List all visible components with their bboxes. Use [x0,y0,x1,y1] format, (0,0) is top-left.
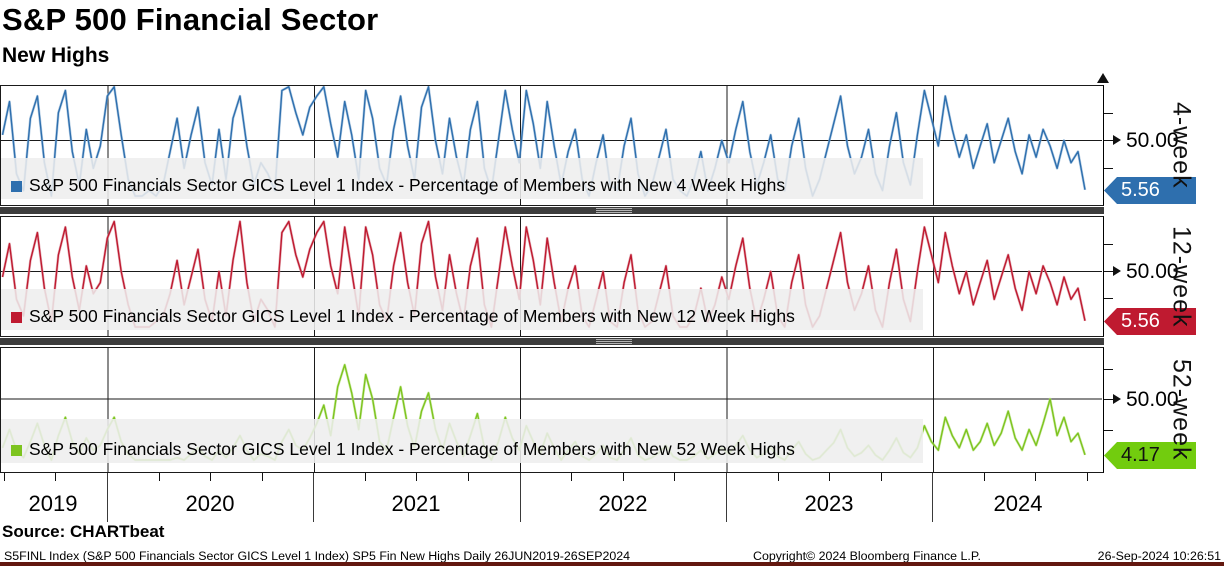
x-axis-tick [158,473,160,481]
y-axis-tick [1104,369,1113,370]
x-axis-year-gridline [313,473,315,522]
x-axis-tick [1035,473,1037,481]
y-axis-label: 50.00 [1126,388,1179,411]
last-value-badge-4week: 5.56 [1104,177,1196,204]
last-value-badge-12week: 5.56 [1104,308,1196,335]
x-axis-year-label: 2023 [804,491,854,516]
x-axis-tick [364,473,366,481]
x-axis-tick [3,473,5,481]
legend-label: S&P 500 Financials Sector GICS Level 1 I… [29,439,795,459]
y-axis-tick [1104,430,1113,431]
y-axis-arrow-icon [1097,73,1109,83]
footer-copyright: Copyright© 2024 Bloomberg Finance L.P. [753,549,981,563]
chart-panel-4week: S&P 500 Financials Sector GICS Level 1 I… [0,85,1104,206]
legend-12week[interactable]: S&P 500 Financials Sector GICS Level 1 I… [1,289,923,330]
x-axis-tick [983,473,985,481]
x-axis-tick [880,473,882,481]
x-axis-year-gridline [519,473,521,522]
page-subtitle: New Highs [2,44,110,67]
y-axis-tick [1104,168,1113,169]
y-axis-label: 50.00 [1126,260,1179,283]
x-axis-tick [55,473,57,481]
x-axis-tick [777,473,779,481]
x-axis-tick [261,473,263,481]
x-axis-year-label: 2022 [598,491,648,516]
source-label: Source: CHARTbeat [2,522,165,541]
y-axis-tick [1104,113,1113,114]
legend-label: S&P 500 Financials Sector GICS Level 1 I… [29,175,786,195]
x-axis-tick [571,473,573,481]
y-axis-tick-arrow-icon [1113,394,1121,404]
x-axis-tick [829,473,831,481]
x-axis-year-label: 2021 [391,491,441,516]
y-axis-tick-arrow-icon [1113,266,1121,276]
y-axis-tick [1104,244,1113,245]
panel-title-4week: 4-week [1167,102,1196,189]
page-title: S&P 500 Financial Sector [2,2,379,37]
x-axis-year-label: 2019 [28,491,78,516]
y-axis-tick [1104,298,1113,299]
x-axis-tick [210,473,212,481]
panel-divider[interactable] [0,207,1104,214]
chart-panel-12week: S&P 500 Financials Sector GICS Level 1 I… [0,216,1104,337]
x-axis-year-gridline [726,473,727,522]
x-axis-tick [416,473,418,481]
y-axis-tick [1104,140,1115,141]
drag-grip-icon [596,208,632,213]
legend-marker-icon [11,445,22,456]
x-axis-tick [468,473,470,481]
legend-52week[interactable]: S&P 500 Financials Sector GICS Level 1 I… [1,419,923,463]
drag-grip-icon [596,339,632,344]
x-axis-tick [674,473,676,481]
x-axis-year-label: 2024 [993,491,1043,516]
terminal-bottom-bar [0,562,1224,566]
legend-marker-icon [11,181,22,192]
legend-label: S&P 500 Financials Sector GICS Level 1 I… [29,306,795,326]
y-axis-tick [1104,399,1115,400]
footer-security-info: S5FINL Index (S&P 500 Financials Sector … [4,549,631,563]
x-axis-year-gridline [107,473,108,522]
chart-panel-52week: S&P 500 Financials Sector GICS Level 1 I… [0,347,1104,473]
legend-4week[interactable]: S&P 500 Financials Sector GICS Level 1 I… [1,158,923,199]
y-axis-label: 50.00 [1126,129,1179,152]
panel-title-52week: 52-week [1167,359,1196,461]
y-axis-tick-arrow-icon [1113,135,1121,145]
x-axis-tick [622,473,624,481]
panel-title-12week: 12-week [1167,225,1196,328]
footer-timestamp: 26-Sep-2024 10:26:51 [1097,549,1221,563]
legend-marker-icon [11,312,22,323]
y-axis-tick [1104,271,1115,272]
x-axis-year-gridline [932,473,934,522]
panel-divider[interactable] [0,338,1104,345]
x-axis-tick [1086,473,1088,481]
last-value-badge-52week: 4.17 [1104,442,1196,469]
x-axis-year-label: 2020 [185,491,235,516]
